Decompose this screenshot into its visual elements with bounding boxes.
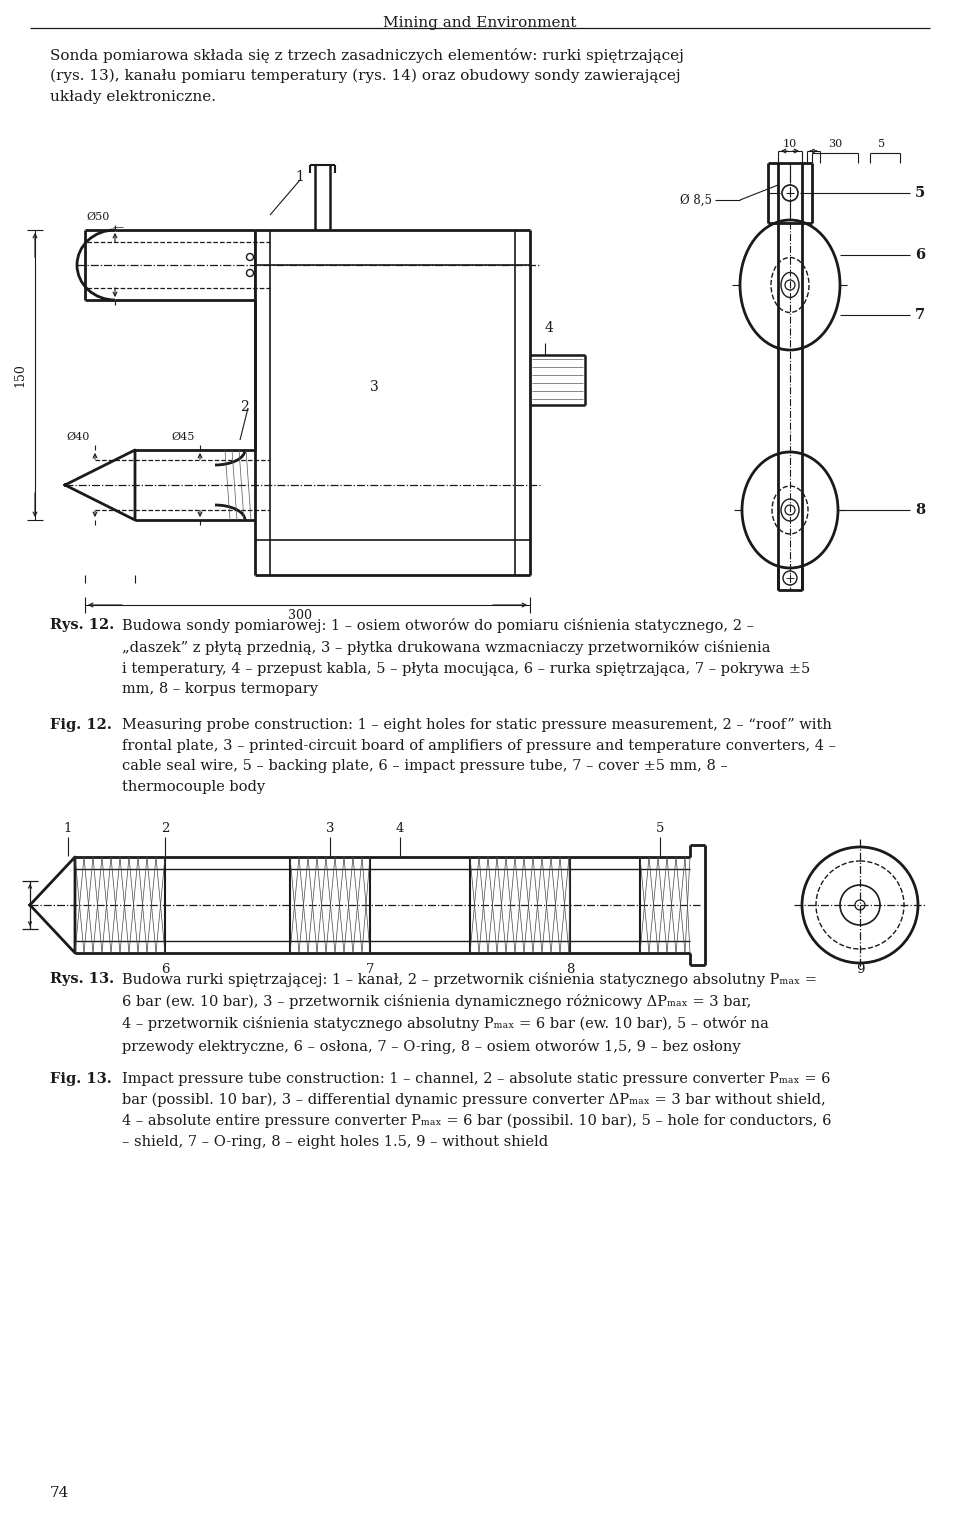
Text: 5: 5 xyxy=(915,186,925,200)
Text: Ø 8,5: Ø 8,5 xyxy=(680,194,712,206)
Text: 6: 6 xyxy=(160,962,169,976)
Text: Ø50: Ø50 xyxy=(86,212,110,223)
Text: 6: 6 xyxy=(915,249,925,262)
Text: Impact pressure tube construction: 1 – channel, 2 – absolute static pressure con: Impact pressure tube construction: 1 – c… xyxy=(122,1072,831,1148)
Text: Sonda pomiarowa składa się z trzech zasadniczych elementów: rurki spiętrzającej: Sonda pomiarowa składa się z trzech zasa… xyxy=(50,47,684,63)
Text: Fig. 12.: Fig. 12. xyxy=(50,718,112,732)
Text: 5: 5 xyxy=(656,822,664,836)
Text: 300: 300 xyxy=(288,608,312,622)
Text: Rys. 12.: Rys. 12. xyxy=(50,618,114,631)
Text: Ø40: Ø40 xyxy=(66,432,90,442)
Text: 4: 4 xyxy=(545,320,554,336)
Text: Ø45: Ø45 xyxy=(172,432,195,442)
Text: 1: 1 xyxy=(295,169,304,185)
Text: Mining and Environment: Mining and Environment xyxy=(383,15,577,30)
Text: 1: 1 xyxy=(63,822,72,836)
Text: 2: 2 xyxy=(161,822,169,836)
Text: 2: 2 xyxy=(240,400,249,413)
Text: 8: 8 xyxy=(565,962,574,976)
Text: 4: 4 xyxy=(396,822,404,836)
Text: 3: 3 xyxy=(325,822,334,836)
Text: (rys. 13), kanału pomiaru temperatury (rys. 14) oraz obudowy sondy zawierającej: (rys. 13), kanału pomiaru temperatury (r… xyxy=(50,69,681,84)
Text: 7: 7 xyxy=(366,962,374,976)
Text: Budowa sondy pomiarowej: 1 – osiem otworów do pomiaru ciśnienia statycznego, 2 –: Budowa sondy pomiarowej: 1 – osiem otwor… xyxy=(122,618,810,697)
Text: Measuring probe construction: 1 – eight holes for static pressure measurement, 2: Measuring probe construction: 1 – eight … xyxy=(122,718,836,795)
Text: Fig. 13.: Fig. 13. xyxy=(50,1072,111,1086)
Text: Budowa rurki spiętrzającej: 1 – kanał, 2 – przetwornik ciśnienia statycznego abs: Budowa rurki spiętrzającej: 1 – kanał, 2… xyxy=(122,971,817,1054)
Text: 7: 7 xyxy=(915,308,925,322)
Text: 74: 74 xyxy=(50,1485,69,1501)
Text: Rys. 13.: Rys. 13. xyxy=(50,971,114,987)
Text: 3: 3 xyxy=(370,380,379,393)
Text: 30: 30 xyxy=(828,139,842,149)
Text: 9: 9 xyxy=(855,962,864,976)
Text: 150: 150 xyxy=(13,363,27,387)
Text: 8: 8 xyxy=(915,503,925,517)
Text: układy elektroniczne.: układy elektroniczne. xyxy=(50,90,216,104)
Text: 5: 5 xyxy=(878,139,885,149)
Text: 10: 10 xyxy=(782,139,797,149)
